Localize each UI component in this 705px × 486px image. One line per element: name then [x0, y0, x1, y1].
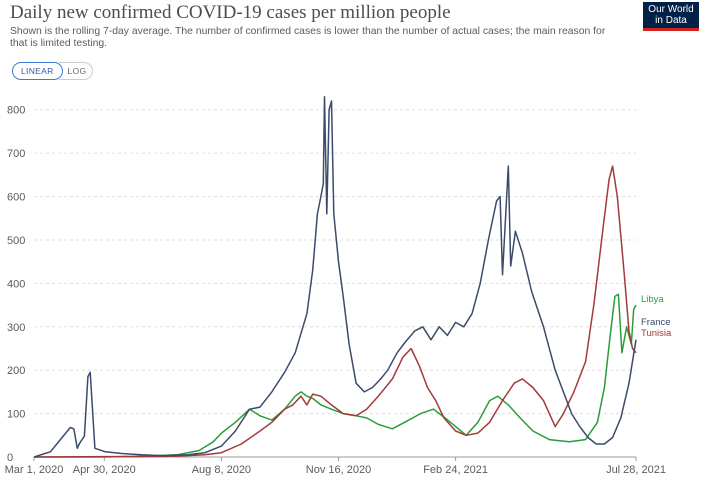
y-tick-label: 0	[7, 452, 13, 464]
y-tick-label: 700	[7, 148, 25, 160]
y-tick-label: 300	[7, 322, 25, 334]
y-tick-label: 200	[7, 365, 25, 377]
scale-toggle: LINEAR LOG	[12, 62, 94, 80]
series-label-tunisia: Tunisia	[641, 328, 672, 339]
our-world-in-data-logo[interactable]: Our World in Data	[643, 2, 699, 31]
log-scale-button[interactable]: LOG	[58, 62, 94, 80]
chart-subtitle: Shown is the rolling 7-day average. The …	[10, 26, 606, 49]
linear-scale-button[interactable]: LINEAR	[12, 62, 63, 80]
x-tick-label: Apr 30, 2020	[73, 464, 136, 476]
x-tick-label: Aug 8, 2020	[192, 464, 251, 476]
series-label-libya: Libya	[641, 294, 664, 305]
series-line-tunisia	[33, 165, 637, 458]
x-tick-label: Jul 28, 2021	[606, 464, 666, 476]
y-tick-label: 800	[7, 105, 25, 117]
logo-line-2: in Data	[655, 14, 687, 26]
y-tick-label: 400	[7, 278, 25, 290]
series-label-france: France	[641, 317, 671, 328]
chart-title: Daily new confirmed COVID-19 cases per m…	[10, 2, 451, 23]
logo-line-1: Our World	[648, 4, 694, 15]
y-tick-label: 100	[7, 409, 25, 421]
x-tick-label: Mar 1, 2020	[5, 464, 64, 476]
series-line-france	[33, 95, 637, 458]
x-tick-label: Feb 24, 2021	[423, 464, 488, 476]
series-line-libya	[34, 293, 637, 458]
x-tick-label: Nov 16, 2020	[306, 464, 371, 476]
y-tick-label: 500	[7, 235, 25, 247]
y-tick-label: 600	[7, 192, 25, 204]
